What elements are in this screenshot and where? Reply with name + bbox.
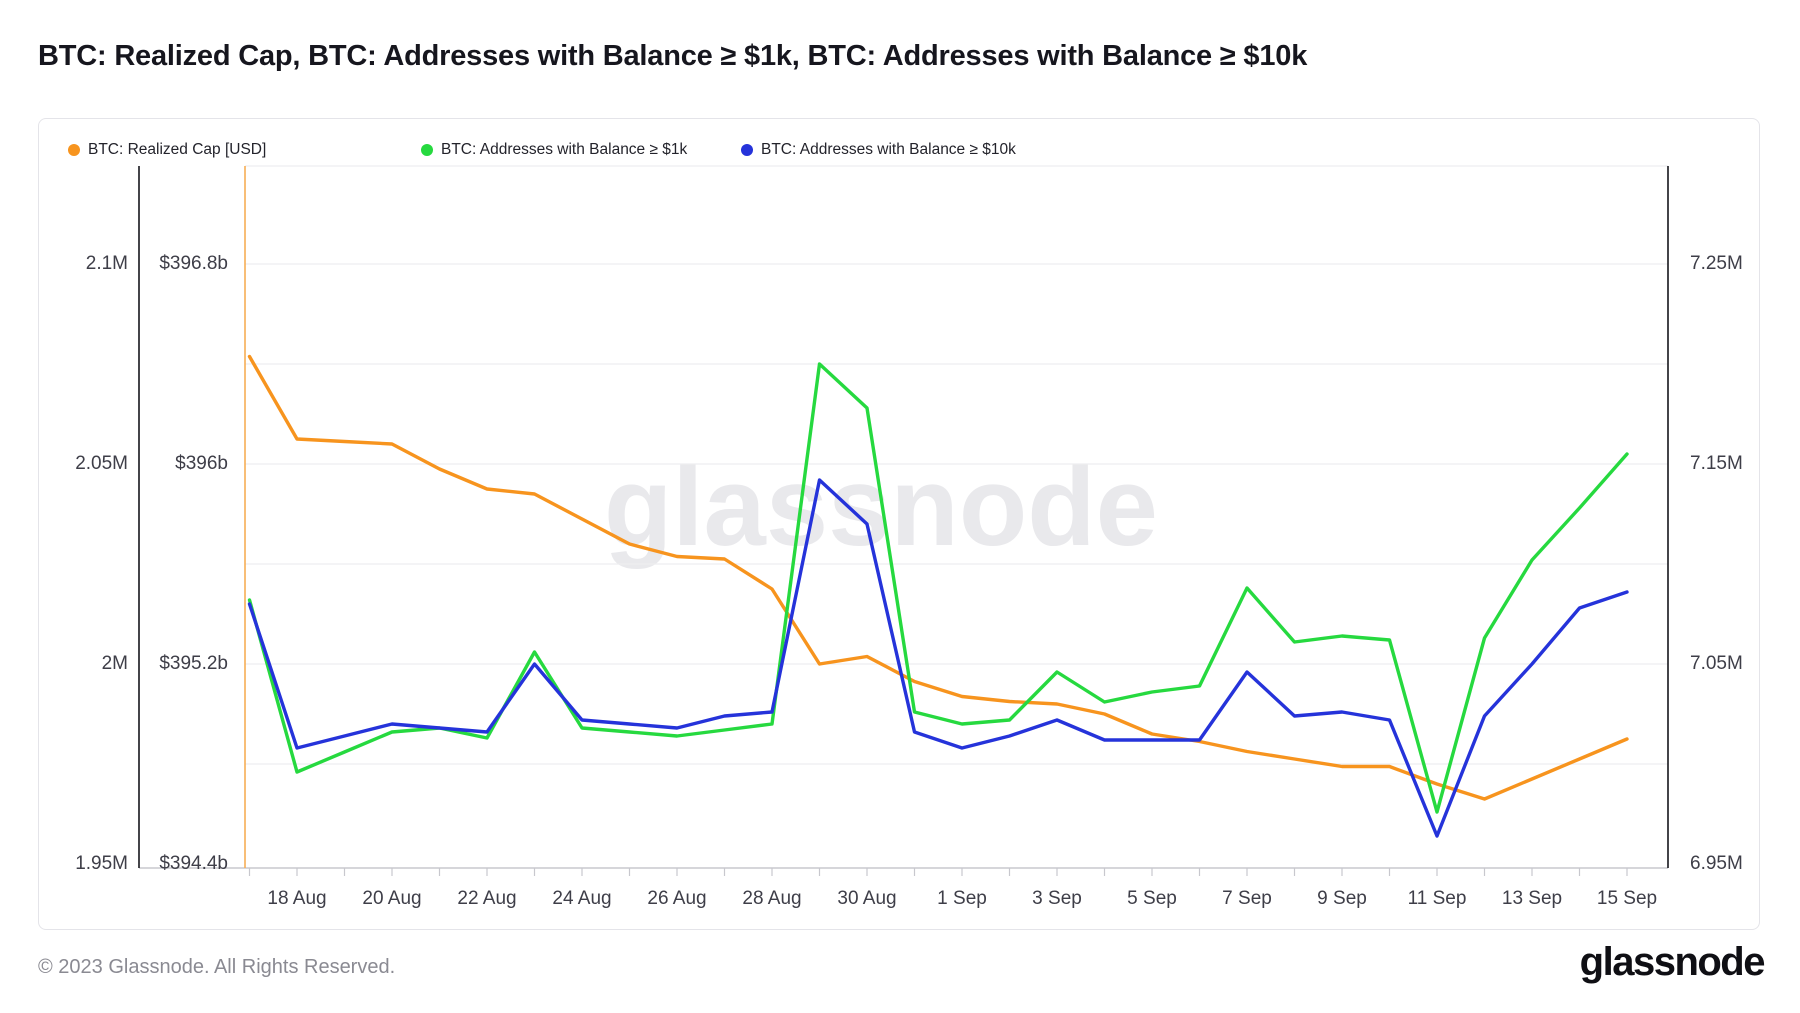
legend-label-realized-cap: BTC: Realized Cap [USD] bbox=[88, 141, 267, 158]
x-axis-label-9: 5 Sep bbox=[1127, 888, 1177, 909]
yticks-left-inner-tick-2: $395.2b bbox=[159, 653, 228, 674]
yticks-right-tick-1: 7.15M bbox=[1690, 453, 1743, 474]
yticks-right-tick-2: 7.05M bbox=[1690, 653, 1743, 674]
yticks-left-inner-tick-0: $396.8b bbox=[159, 253, 228, 274]
page-title: BTC: Realized Cap, BTC: Addresses with B… bbox=[38, 40, 1308, 72]
yticks-left-outer-tick-2: 2M bbox=[101, 653, 128, 674]
yticks-left-inner-tick-1: $396b bbox=[175, 453, 228, 474]
yticks-left-outer-tick-3: 1.95M bbox=[75, 853, 128, 874]
x-axis-label-2: 22 Aug bbox=[457, 888, 517, 909]
copyright-text: © 2023 Glassnode. All Rights Reserved. bbox=[38, 956, 396, 978]
legend-item-realized-cap[interactable]: BTC: Realized Cap [USD] bbox=[68, 140, 266, 160]
legend-label-addresses-1k: BTC: Addresses with Balance ≥ $1k bbox=[441, 141, 688, 158]
x-axis-label-14: 15 Sep bbox=[1596, 888, 1658, 909]
x-axis-label-7: 1 Sep bbox=[937, 888, 987, 909]
plot-area[interactable] bbox=[245, 166, 1668, 868]
yticks-left-outer-tick-0: 2.1M bbox=[85, 253, 128, 274]
yticks-right-tick-0: 7.25M bbox=[1690, 253, 1743, 274]
x-axis-label-10: 7 Sep bbox=[1222, 888, 1272, 909]
legend-item-addresses-1k[interactable]: BTC: Addresses with Balance ≥ $1k bbox=[421, 140, 687, 160]
glassnode-logo[interactable]: glassnode bbox=[1579, 940, 1766, 984]
x-axis-label-4: 26 Aug bbox=[647, 888, 707, 909]
legend-item-addresses-10k[interactable]: BTC: Addresses with Balance ≥ $10k bbox=[741, 140, 1016, 160]
x-axis-label-0: 18 Aug bbox=[267, 888, 327, 909]
legend-dot-addresses-10k-icon bbox=[741, 144, 753, 156]
legend-dot-realized-cap-icon bbox=[68, 144, 80, 156]
x-axis-label-13: 13 Sep bbox=[1501, 888, 1563, 909]
x-axis-label-8: 3 Sep bbox=[1032, 888, 1082, 909]
legend-dot-addresses-1k-icon bbox=[421, 144, 433, 156]
yticks-left-outer-tick-1: 2.05M bbox=[75, 453, 128, 474]
x-axis-label-12: 11 Sep bbox=[1407, 888, 1467, 909]
x-axis-label-5: 28 Aug bbox=[742, 888, 802, 909]
legend-label-addresses-10k: BTC: Addresses with Balance ≥ $10k bbox=[761, 141, 1016, 158]
x-axis-label-1: 20 Aug bbox=[362, 888, 422, 909]
x-axis-label-3: 24 Aug bbox=[552, 888, 612, 909]
yticks-right-tick-3: 6.95M bbox=[1690, 853, 1743, 874]
x-axis-label-6: 30 Aug bbox=[837, 888, 897, 909]
x-axis-label-11: 9 Sep bbox=[1317, 888, 1367, 909]
yticks-left-inner-tick-3: $394.4b bbox=[159, 853, 228, 874]
